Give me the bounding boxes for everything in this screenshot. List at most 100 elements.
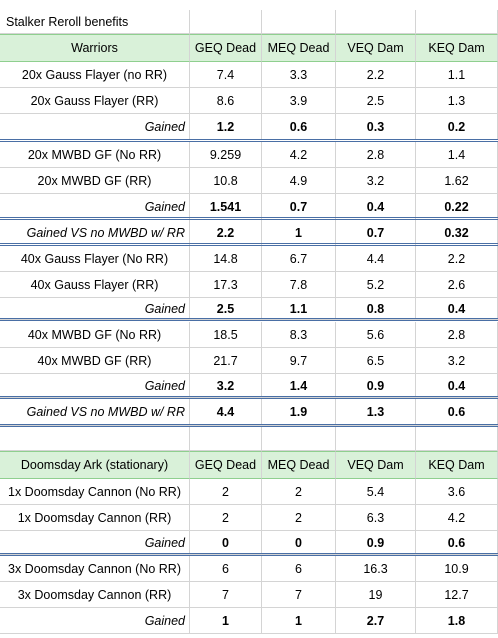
cell[interactable] [190,427,262,451]
meq-value[interactable]: 8.3 [262,322,336,348]
geq-value[interactable]: 1.2 [190,114,262,140]
meq-value[interactable]: 2 [262,479,336,505]
meq-value[interactable]: 6 [262,556,336,582]
cell[interactable] [262,427,336,451]
geq-value[interactable]: 14.8 [190,246,262,272]
geq-value[interactable]: 10.8 [190,168,262,194]
row-label[interactable]: Gained [0,374,190,398]
meq-value[interactable]: 3.3 [262,62,336,88]
keq-value[interactable]: 3.2 [416,348,498,374]
keq-value[interactable]: 1.8 [416,608,498,634]
meq-value[interactable]: 0.6 [262,114,336,140]
keq-value[interactable]: 0.6 [416,531,498,555]
geq-value[interactable]: 6 [190,556,262,582]
header-keq[interactable]: KEQ Dam [416,34,498,62]
geq-value[interactable]: 7.4 [190,62,262,88]
geq-value[interactable]: 17.3 [190,272,262,298]
meq-value[interactable]: 7 [262,582,336,608]
cell[interactable] [336,10,416,34]
meq-value[interactable]: 7.8 [262,272,336,298]
geq-value[interactable]: 2 [190,505,262,531]
row-label[interactable]: Gained VS no MWBD w/ RR [0,399,190,426]
cell[interactable] [336,427,416,451]
geq-value[interactable]: 0 [190,531,262,555]
row-label[interactable]: Gained [0,114,190,140]
geq-value[interactable]: 7 [190,582,262,608]
veq-value[interactable]: 2.8 [336,142,416,168]
geq-value[interactable]: 18.5 [190,322,262,348]
meq-value[interactable]: 1.1 [262,298,336,320]
keq-value[interactable]: 2.8 [416,322,498,348]
keq-value[interactable]: 10.9 [416,556,498,582]
meq-value[interactable]: 1 [262,608,336,634]
veq-value[interactable]: 2.7 [336,608,416,634]
row-label[interactable]: 40x Gauss Flayer (No RR) [0,246,190,272]
geq-value[interactable]: 3.2 [190,374,262,398]
keq-value[interactable]: 1.62 [416,168,498,194]
header-geq[interactable]: GEQ Dead [190,34,262,62]
meq-value[interactable]: 4.2 [262,142,336,168]
keq-value[interactable]: 0.2 [416,114,498,140]
veq-value[interactable]: 5.4 [336,479,416,505]
row-label[interactable]: 40x MWBD GF (RR) [0,348,190,374]
row-label[interactable]: 40x Gauss Flayer (RR) [0,272,190,298]
veq-value[interactable]: 5.6 [336,322,416,348]
keq-value[interactable]: 1.3 [416,88,498,114]
row-label[interactable]: Gained [0,608,190,634]
veq-value[interactable]: 0.3 [336,114,416,140]
header-meq[interactable]: MEQ Dead [262,451,336,479]
keq-value[interactable]: 1.1 [416,62,498,88]
veq-value[interactable]: 6.3 [336,505,416,531]
meq-value[interactable]: 4.9 [262,168,336,194]
cell[interactable] [416,427,498,451]
keq-value[interactable]: 0.4 [416,374,498,398]
veq-value[interactable]: 3.2 [336,168,416,194]
header-veq[interactable]: VEQ Dam [336,34,416,62]
row-label[interactable]: 3x Doomsday Cannon (No RR) [0,556,190,582]
veq-value[interactable]: 1.3 [336,399,416,426]
keq-value[interactable]: 0.4 [416,298,498,320]
meq-value[interactable]: 9.7 [262,348,336,374]
geq-value[interactable]: 9.259 [190,142,262,168]
veq-value[interactable]: 2.2 [336,62,416,88]
row-label[interactable]: 20x MWBD GF (RR) [0,168,190,194]
veq-value[interactable]: 4.4 [336,246,416,272]
keq-value[interactable]: 3.6 [416,479,498,505]
header-veq[interactable]: VEQ Dam [336,451,416,479]
row-label[interactable]: 1x Doomsday Cannon (RR) [0,505,190,531]
row-label[interactable]: 1x Doomsday Cannon (No RR) [0,479,190,505]
keq-value[interactable]: 2.2 [416,246,498,272]
header-meq[interactable]: MEQ Dead [262,34,336,62]
veq-value[interactable]: 0.8 [336,298,416,320]
veq-value[interactable]: 5.2 [336,272,416,298]
geq-value[interactable]: 2.5 [190,298,262,320]
cell[interactable] [0,427,190,451]
meq-value[interactable]: 1.9 [262,399,336,426]
row-label[interactable]: 40x MWBD GF (No RR) [0,322,190,348]
row-label[interactable]: 20x MWBD GF (No RR) [0,142,190,168]
cell[interactable] [190,10,262,34]
veq-value[interactable]: 0.9 [336,374,416,398]
veq-value[interactable]: 0.9 [336,531,416,555]
meq-value[interactable]: 6.7 [262,246,336,272]
meq-value[interactable]: 2 [262,505,336,531]
row-label[interactable]: 20x Gauss Flayer (RR) [0,88,190,114]
header-keq[interactable]: KEQ Dam [416,451,498,479]
meq-value[interactable]: 0 [262,531,336,555]
geq-value[interactable]: 21.7 [190,348,262,374]
header-label[interactable]: Doomsday Ark (stationary) [0,451,190,479]
veq-value[interactable]: 16.3 [336,556,416,582]
cell[interactable] [262,10,336,34]
geq-value[interactable]: 1 [190,608,262,634]
row-label[interactable]: 20x Gauss Flayer (no RR) [0,62,190,88]
keq-value[interactable]: 4.2 [416,505,498,531]
row-label[interactable]: 3x Doomsday Cannon (RR) [0,582,190,608]
meq-value[interactable]: 1.4 [262,374,336,398]
meq-value[interactable]: 3.9 [262,88,336,114]
geq-value[interactable]: 8.6 [190,88,262,114]
veq-value[interactable]: 19 [336,582,416,608]
sheet-title[interactable]: Stalker Reroll benefits [0,10,190,34]
cell[interactable] [416,10,498,34]
keq-value[interactable]: 1.4 [416,142,498,168]
header-label[interactable]: Warriors [0,34,190,62]
